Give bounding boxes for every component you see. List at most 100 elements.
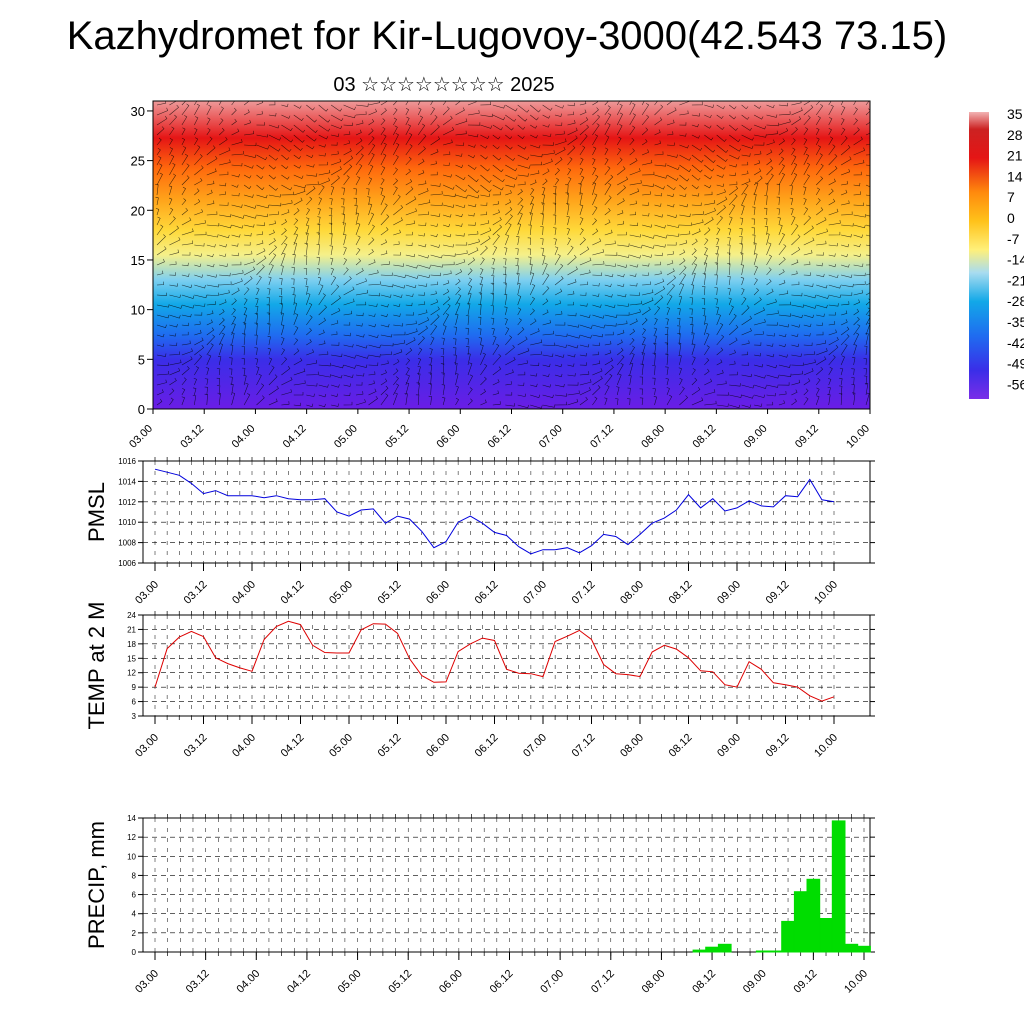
colorbar-label: 7 <box>1007 189 1015 205</box>
y-tick-label: 6 <box>132 698 137 707</box>
heatmap-y-tick-label: 10 <box>131 303 145 318</box>
x-tick-label: 03.12 <box>182 732 210 760</box>
colorbar-label: 21 <box>1007 148 1023 164</box>
x-tick-label: 09.00 <box>715 732 743 760</box>
y-tick-label: 1016 <box>118 457 136 466</box>
colorbar-label: 28 <box>1007 127 1023 143</box>
x-tick-label: 04.12 <box>285 968 313 996</box>
x-tick-label: 09.12 <box>764 579 792 607</box>
y-axis-label: PMSL <box>84 482 109 542</box>
heatmap-x-tick-label: 04.12 <box>281 423 309 451</box>
x-tick-label: 09.00 <box>715 579 743 607</box>
colorbar-label: -35 <box>1007 314 1024 330</box>
cross-section-panel: 0 5 10 15 20 25 30 03.00 03.12 04.00 04.12 05.00 05… <box>127 100 872 451</box>
precip-bar <box>793 891 808 953</box>
x-tick-label: 05.00 <box>327 732 355 760</box>
wind-barbs <box>155 101 870 409</box>
x-tick-label: 08.00 <box>618 579 646 607</box>
y-tick-label: 2 <box>132 929 137 938</box>
wind-barb-lines <box>155 101 870 409</box>
precip-bar <box>768 950 783 953</box>
x-tick-label: 06.00 <box>437 968 465 996</box>
x-tick-label: 06.12 <box>473 732 501 760</box>
x-tick-label: 06.00 <box>424 579 452 607</box>
x-tick-label: 04.12 <box>279 579 307 607</box>
y-tick-label: 24 <box>127 611 136 620</box>
colorbar-label: -7 <box>1007 231 1020 247</box>
heatmap-x-tick-label: 04.00 <box>230 423 258 451</box>
y-tick-label: 1006 <box>118 559 136 568</box>
chart-title: Kazhydromet for Kir-Lugovoy-3000(42.543 … <box>66 14 948 58</box>
heatmap-y-tick-label: 15 <box>131 253 145 268</box>
series-line <box>154 620 835 702</box>
x-tick-label: 10.00 <box>842 968 870 996</box>
y-tick-label: 18 <box>127 640 136 649</box>
heatmap-x-tick-label: 03.00 <box>127 423 155 451</box>
x-tick-label: 10.00 <box>812 732 840 760</box>
x-tick-label: 07.12 <box>589 968 617 996</box>
x-tick-label: 04.00 <box>230 579 258 607</box>
x-tick-label: 07.12 <box>570 579 598 607</box>
heatmap-y-tick-label: 30 <box>131 104 145 119</box>
colorbar-ramp <box>969 112 989 399</box>
y-tick-label: 14 <box>127 814 136 823</box>
heatmap-x-tick-label: 08.00 <box>639 423 667 451</box>
y-tick-label: 9 <box>132 683 137 692</box>
precip-bar <box>819 918 833 953</box>
x-tick-label: 04.12 <box>279 732 307 760</box>
x-tick-label: 05.12 <box>376 579 404 607</box>
heatmap-x-tick-label: 09.12 <box>793 423 821 451</box>
y-tick-label: 1012 <box>118 498 136 507</box>
precip-bar <box>755 950 770 953</box>
y-axis-label: PRECIP, mm <box>84 821 109 949</box>
x-tick-label: 10.00 <box>812 579 840 607</box>
heatmap-x-tick-label: 08.12 <box>691 423 719 451</box>
y-tick-label: 12 <box>127 833 136 842</box>
precip-bar <box>831 820 846 953</box>
x-tick-label: 08.12 <box>667 579 695 607</box>
panel-frame <box>142 817 871 953</box>
heatmap-x-tick-label: 07.12 <box>588 423 616 451</box>
y-tick-label: 15 <box>127 654 136 663</box>
x-tick-label: 03.12 <box>182 579 210 607</box>
x-tick-label: 05.00 <box>336 968 364 996</box>
x-tick-label: 06.00 <box>424 732 452 760</box>
y-tick-label: 8 <box>132 871 137 880</box>
y-tick-label: 1014 <box>118 477 136 486</box>
x-tick-label: 03.12 <box>184 968 212 996</box>
x-tick-label: 05.00 <box>327 579 355 607</box>
x-tick-label: 03.00 <box>133 732 161 760</box>
heatmap-y-tick-label: 20 <box>131 203 145 218</box>
colorbar-label: 14 <box>1007 168 1023 184</box>
heatmap-y-tick-label: 25 <box>131 154 145 169</box>
x-tick-label: 07.00 <box>538 968 566 996</box>
y-tick-label: 4 <box>132 910 137 919</box>
chart-subtitle: 03 ☆☆☆☆☆☆☆☆ 2025 <box>333 74 555 96</box>
colorbar-label: -42 <box>1007 335 1024 351</box>
x-tick-label: 07.00 <box>521 732 549 760</box>
colorbar-label: -14 <box>1007 252 1024 268</box>
heatmap-y-axis: 0 5 10 15 20 25 30 <box>131 104 153 417</box>
y-tick-label: 10 <box>127 852 136 861</box>
x-tick-label: 08.00 <box>640 968 668 996</box>
y-tick-label: 6 <box>132 891 137 900</box>
pmsl-panel: 1006 1008 1010 1012 1014 1016 03.00 03.12 04.00 0… <box>84 457 875 607</box>
x-tick-label: 05.12 <box>386 968 414 996</box>
x-tick-label: 09.12 <box>792 968 820 996</box>
precip-bar <box>692 949 707 953</box>
heatmap-x-axis: 03.00 03.12 04.00 04.12 05.00 05.12 06.00 06.12… <box>127 409 872 451</box>
precip-bar <box>781 920 795 953</box>
heatmap-y-tick-label: 5 <box>138 352 145 367</box>
colorbar-label: -28 <box>1007 293 1024 309</box>
x-tick-label: 06.12 <box>473 579 501 607</box>
colorbar-label: -21 <box>1007 272 1024 288</box>
precip-bar <box>857 945 871 953</box>
colorbar-label: 35 <box>1007 106 1023 122</box>
x-tick-label: 06.12 <box>488 968 516 996</box>
y-tick-label: 21 <box>127 625 136 634</box>
x-tick-label: 07.12 <box>570 732 598 760</box>
precip-bar <box>705 946 719 953</box>
temp-panel: 3 6 9 12 15 18 21 24 03.00 03.12 04.00 04.12 05.00 05… <box>84 602 875 760</box>
precip-panel: 0 2 4 6 8 10 12 14 03.00 03.12 04.00 04.12 05.00 05.1… <box>84 814 875 996</box>
